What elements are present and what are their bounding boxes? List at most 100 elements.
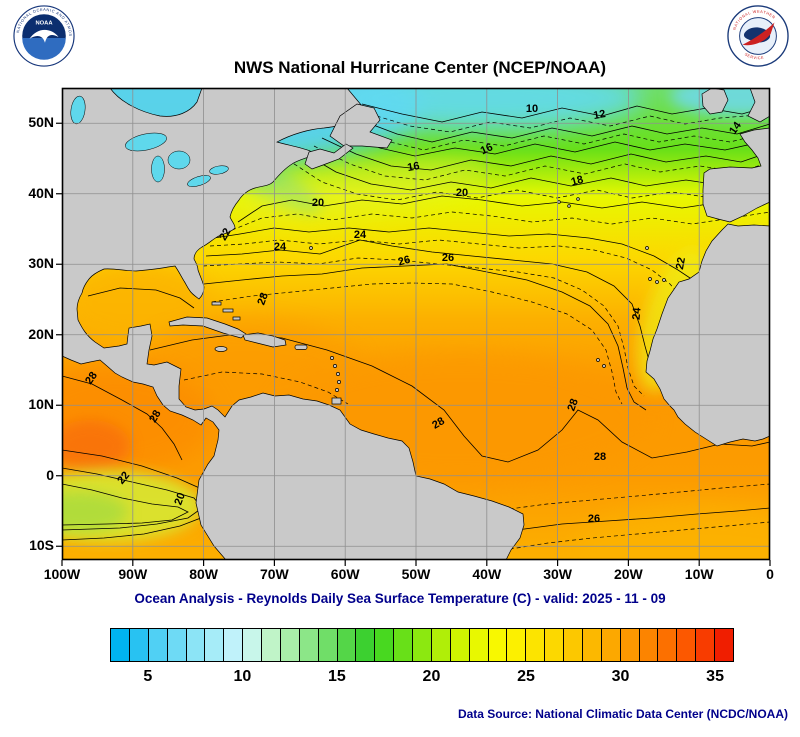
- colorbar-cell: [394, 629, 413, 661]
- contour-label: 26: [442, 252, 454, 264]
- colorbar-cell: [337, 629, 357, 661]
- contour-label: 18: [570, 174, 585, 189]
- colorbar-tick-label: 20: [422, 668, 441, 685]
- lon-label: 60W: [330, 566, 360, 582]
- land-britain: [747, 88, 770, 123]
- colorbar-tick-label: 30: [611, 668, 630, 685]
- colorbar-cell: [413, 629, 432, 661]
- land-lesser-antilles: [330, 356, 342, 405]
- land-puerto-rico: [294, 344, 308, 350]
- colorbar-cell: [111, 629, 130, 661]
- contour-label: 24: [354, 229, 367, 241]
- land-france-iberia: [702, 127, 770, 223]
- colorbar-cell: [564, 629, 583, 661]
- colorbar-tick-label: 25: [517, 668, 535, 685]
- colorbar-cell: [186, 629, 206, 661]
- land-hispaniola: [242, 332, 287, 348]
- lat-label: 40N: [28, 184, 54, 201]
- land-bahamas: [211, 301, 241, 321]
- colorbar-cell: [545, 629, 564, 661]
- colorbar-cell: [148, 629, 168, 661]
- nws-ring-text-bottom: SERVICE: [744, 51, 765, 60]
- contour-label: 28: [83, 370, 100, 387]
- land-nova-scotia: [304, 143, 354, 170]
- lat-label: 30N: [28, 255, 54, 272]
- land-small-islands: [557, 197, 666, 368]
- lon-label: 30W: [543, 566, 572, 582]
- contour-label: 26: [588, 513, 600, 525]
- lon-label: 20W: [613, 566, 643, 582]
- lat-label: 50N: [28, 114, 54, 131]
- colorbar-cell: [526, 629, 546, 661]
- colorbar-cell: [375, 629, 395, 661]
- colorbar-cell: [299, 629, 319, 661]
- noaa-logo: NATIONAL OCEANIC AND ATMOSPHERIC ADMINIS…: [13, 5, 75, 67]
- colorbar-tick-label: 35: [706, 668, 724, 685]
- colorbar-cell: [243, 629, 262, 661]
- contour-label: 24: [631, 306, 644, 320]
- contour-label: 16: [406, 160, 420, 174]
- contour-label: 28: [147, 408, 164, 425]
- lon-label: 50W: [401, 566, 431, 582]
- lat-label: 10S: [29, 537, 54, 554]
- colorbar-cell: [639, 629, 659, 661]
- colorbar-cell: [488, 629, 508, 661]
- contour-label: 24: [274, 241, 287, 253]
- contour-label: 28: [594, 451, 606, 463]
- colorbar-cell: [677, 629, 697, 661]
- contour-label: 22: [217, 226, 234, 243]
- contour-label: 28: [565, 397, 580, 413]
- lat-label: 10N: [28, 396, 54, 413]
- colorbar-cell: [356, 629, 376, 661]
- noaa-label: NOAA: [35, 20, 53, 26]
- colorbar-cell: [262, 629, 281, 661]
- lat-lon-grid: [62, 88, 770, 560]
- colorbar-cell: [658, 629, 678, 661]
- lon-label: 40W: [472, 566, 502, 582]
- lon-label: 0: [766, 566, 774, 582]
- colorbar-tick-label: 10: [233, 668, 252, 685]
- contour-label: 12: [592, 108, 606, 122]
- colorbar-cell: [601, 629, 621, 661]
- great-lakes: [70, 95, 229, 187]
- colorbar-tick-label: 15: [328, 668, 346, 685]
- contour-label: 20: [456, 187, 468, 199]
- nws-red-swoosh-icon: [742, 22, 775, 46]
- lon-label: 100W: [43, 566, 81, 582]
- noaa-sea: [22, 37, 66, 60]
- lon-label: 70W: [259, 566, 289, 582]
- colorbar-cell: [696, 629, 715, 661]
- colorbar-cell: [469, 629, 489, 661]
- caption: Ocean Analysis - Reynolds Daily Sea Surf…: [134, 591, 666, 606]
- axis-ticks: [56, 122, 771, 566]
- data-source: Data Source: National Climatic Data Cent…: [457, 707, 788, 721]
- colorbar: [110, 628, 734, 662]
- contour-label: 28: [430, 415, 447, 432]
- noaa-seagull-icon: [29, 29, 59, 43]
- lon-label: 80W: [189, 566, 218, 582]
- page-title: NWS National Hurricane Center (NCEP/NOAA…: [233, 58, 607, 77]
- lat-label: 20N: [28, 325, 54, 342]
- contour-label: 28: [255, 291, 270, 307]
- contour-label: 20: [312, 197, 324, 209]
- nws-logo: NATIONAL WEATHER SERVICE: [727, 5, 789, 67]
- colorbar-tick-label: 5: [143, 668, 153, 685]
- contour-label: 22: [674, 256, 688, 270]
- colorbar-cell: [620, 629, 640, 661]
- colorbar-cell: [450, 629, 470, 661]
- lon-label: 10W: [684, 566, 714, 582]
- contour-label: 10: [526, 103, 538, 115]
- land-jamaica: [214, 346, 228, 352]
- contour-label: 16: [479, 141, 495, 157]
- lon-label: 90W: [118, 566, 148, 582]
- colorbar-cell: [129, 629, 149, 661]
- lat-label: 0: [46, 466, 54, 483]
- colorbar-cell: [224, 629, 244, 661]
- colorbar-cell: [318, 629, 338, 661]
- colorbar-cell: [280, 629, 300, 661]
- colorbar-cell: [431, 629, 451, 661]
